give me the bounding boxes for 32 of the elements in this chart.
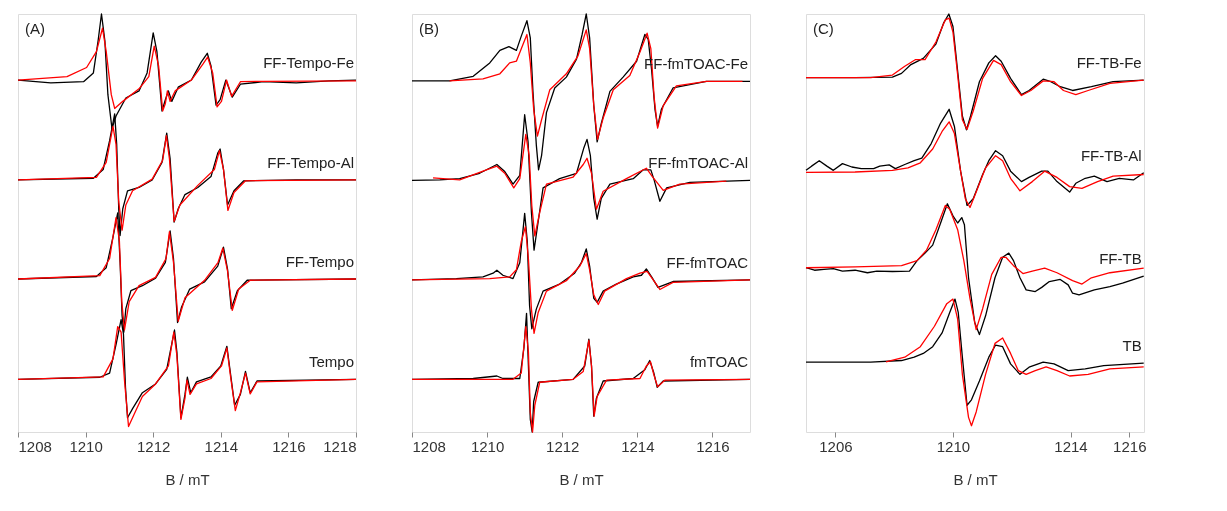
chart-title: (C): [813, 20, 834, 37]
x-tick-label: 1214: [621, 437, 655, 455]
series-label: FF-Tempo-Fe: [263, 54, 354, 72]
series-label: Tempo: [308, 353, 354, 371]
x-tick-label: 1212: [546, 437, 580, 455]
series-label: FF-fmTOAC-Al: [648, 154, 748, 172]
x-tick-label: 1214: [1054, 437, 1088, 455]
series-label: FF-Tempo: [285, 253, 354, 271]
x-tick-label: 1210: [69, 437, 103, 455]
x-tick-label: 1214: [204, 437, 238, 455]
x-axis-title: B / mT: [165, 470, 210, 488]
x-tick-label: 1208: [412, 437, 446, 455]
x-tick-label: 1206: [819, 437, 853, 455]
series-label: FF-TB-Al: [1080, 146, 1142, 164]
x-axis-title: B / mT: [953, 470, 998, 488]
x-tick-label: 1210: [936, 437, 971, 455]
x-tick-label: 1216: [1113, 437, 1147, 455]
series-label: FF-TB: [1099, 250, 1142, 268]
x-axis-title: B / mT: [559, 470, 604, 488]
series-label: FF-fmTOAC: [666, 253, 749, 271]
series-label: FF-TB-Fe: [1076, 54, 1142, 72]
x-tick-label: 1218: [323, 437, 357, 455]
x-tick-label: 1212: [137, 437, 171, 455]
chart-title: (A): [25, 20, 45, 37]
x-tick-label: 1210: [470, 437, 505, 455]
chart-title: (B): [419, 20, 439, 37]
x-tick-label: 1216: [696, 437, 730, 455]
x-tick-label: 1216: [272, 437, 306, 455]
series-label: FF-Tempo-Al: [267, 153, 354, 171]
series-label: TB: [1122, 337, 1142, 355]
series-label: fmTOAC: [689, 353, 749, 371]
x-tick-label: 1208: [18, 437, 52, 455]
